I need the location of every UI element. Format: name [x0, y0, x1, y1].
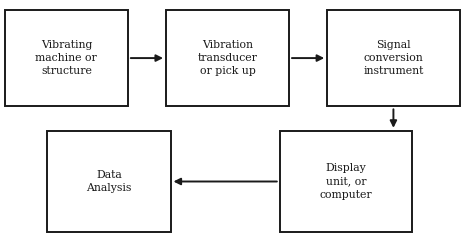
Bar	[5, 10, 128, 106]
Text: Display
unit, or
computer: Display unit, or computer	[319, 163, 373, 200]
Bar	[327, 10, 460, 106]
Bar	[166, 10, 289, 106]
Text: Vibrating
machine or
structure: Vibrating machine or structure	[36, 40, 97, 76]
Text: Vibration
transducer
or pick up: Vibration transducer or pick up	[198, 40, 257, 76]
Bar	[280, 131, 412, 232]
Text: Signal
conversion
instrument: Signal conversion instrument	[363, 40, 424, 76]
Text: Data
Analysis: Data Analysis	[86, 170, 132, 193]
Bar	[47, 131, 171, 232]
